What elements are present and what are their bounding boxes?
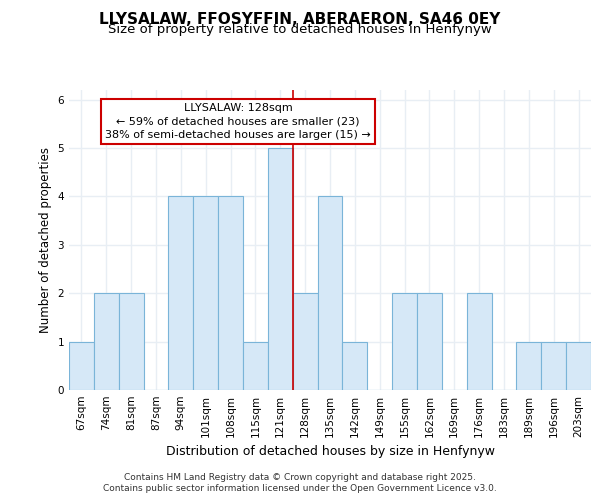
Bar [119,293,143,390]
Bar [517,342,541,390]
Bar [467,293,491,390]
Y-axis label: Number of detached properties: Number of detached properties [39,147,52,333]
Bar [392,293,417,390]
Bar [566,342,591,390]
Bar [243,342,268,390]
Bar [69,342,94,390]
Bar [169,196,193,390]
Bar [218,196,243,390]
Bar [293,293,317,390]
Text: LLYSALAW, FFOSYFFIN, ABERAERON, SA46 0EY: LLYSALAW, FFOSYFFIN, ABERAERON, SA46 0EY [100,12,500,28]
Text: Contains public sector information licensed under the Open Government Licence v3: Contains public sector information licen… [103,484,497,493]
X-axis label: Distribution of detached houses by size in Henfynyw: Distribution of detached houses by size … [166,446,494,458]
Bar [541,342,566,390]
Bar [317,196,343,390]
Bar [417,293,442,390]
Text: Size of property relative to detached houses in Henfynyw: Size of property relative to detached ho… [108,22,492,36]
Bar [94,293,119,390]
Bar [343,342,367,390]
Text: LLYSALAW: 128sqm
← 59% of detached houses are smaller (23)
38% of semi-detached : LLYSALAW: 128sqm ← 59% of detached house… [105,104,371,140]
Bar [268,148,293,390]
Text: Contains HM Land Registry data © Crown copyright and database right 2025.: Contains HM Land Registry data © Crown c… [124,472,476,482]
Bar [193,196,218,390]
